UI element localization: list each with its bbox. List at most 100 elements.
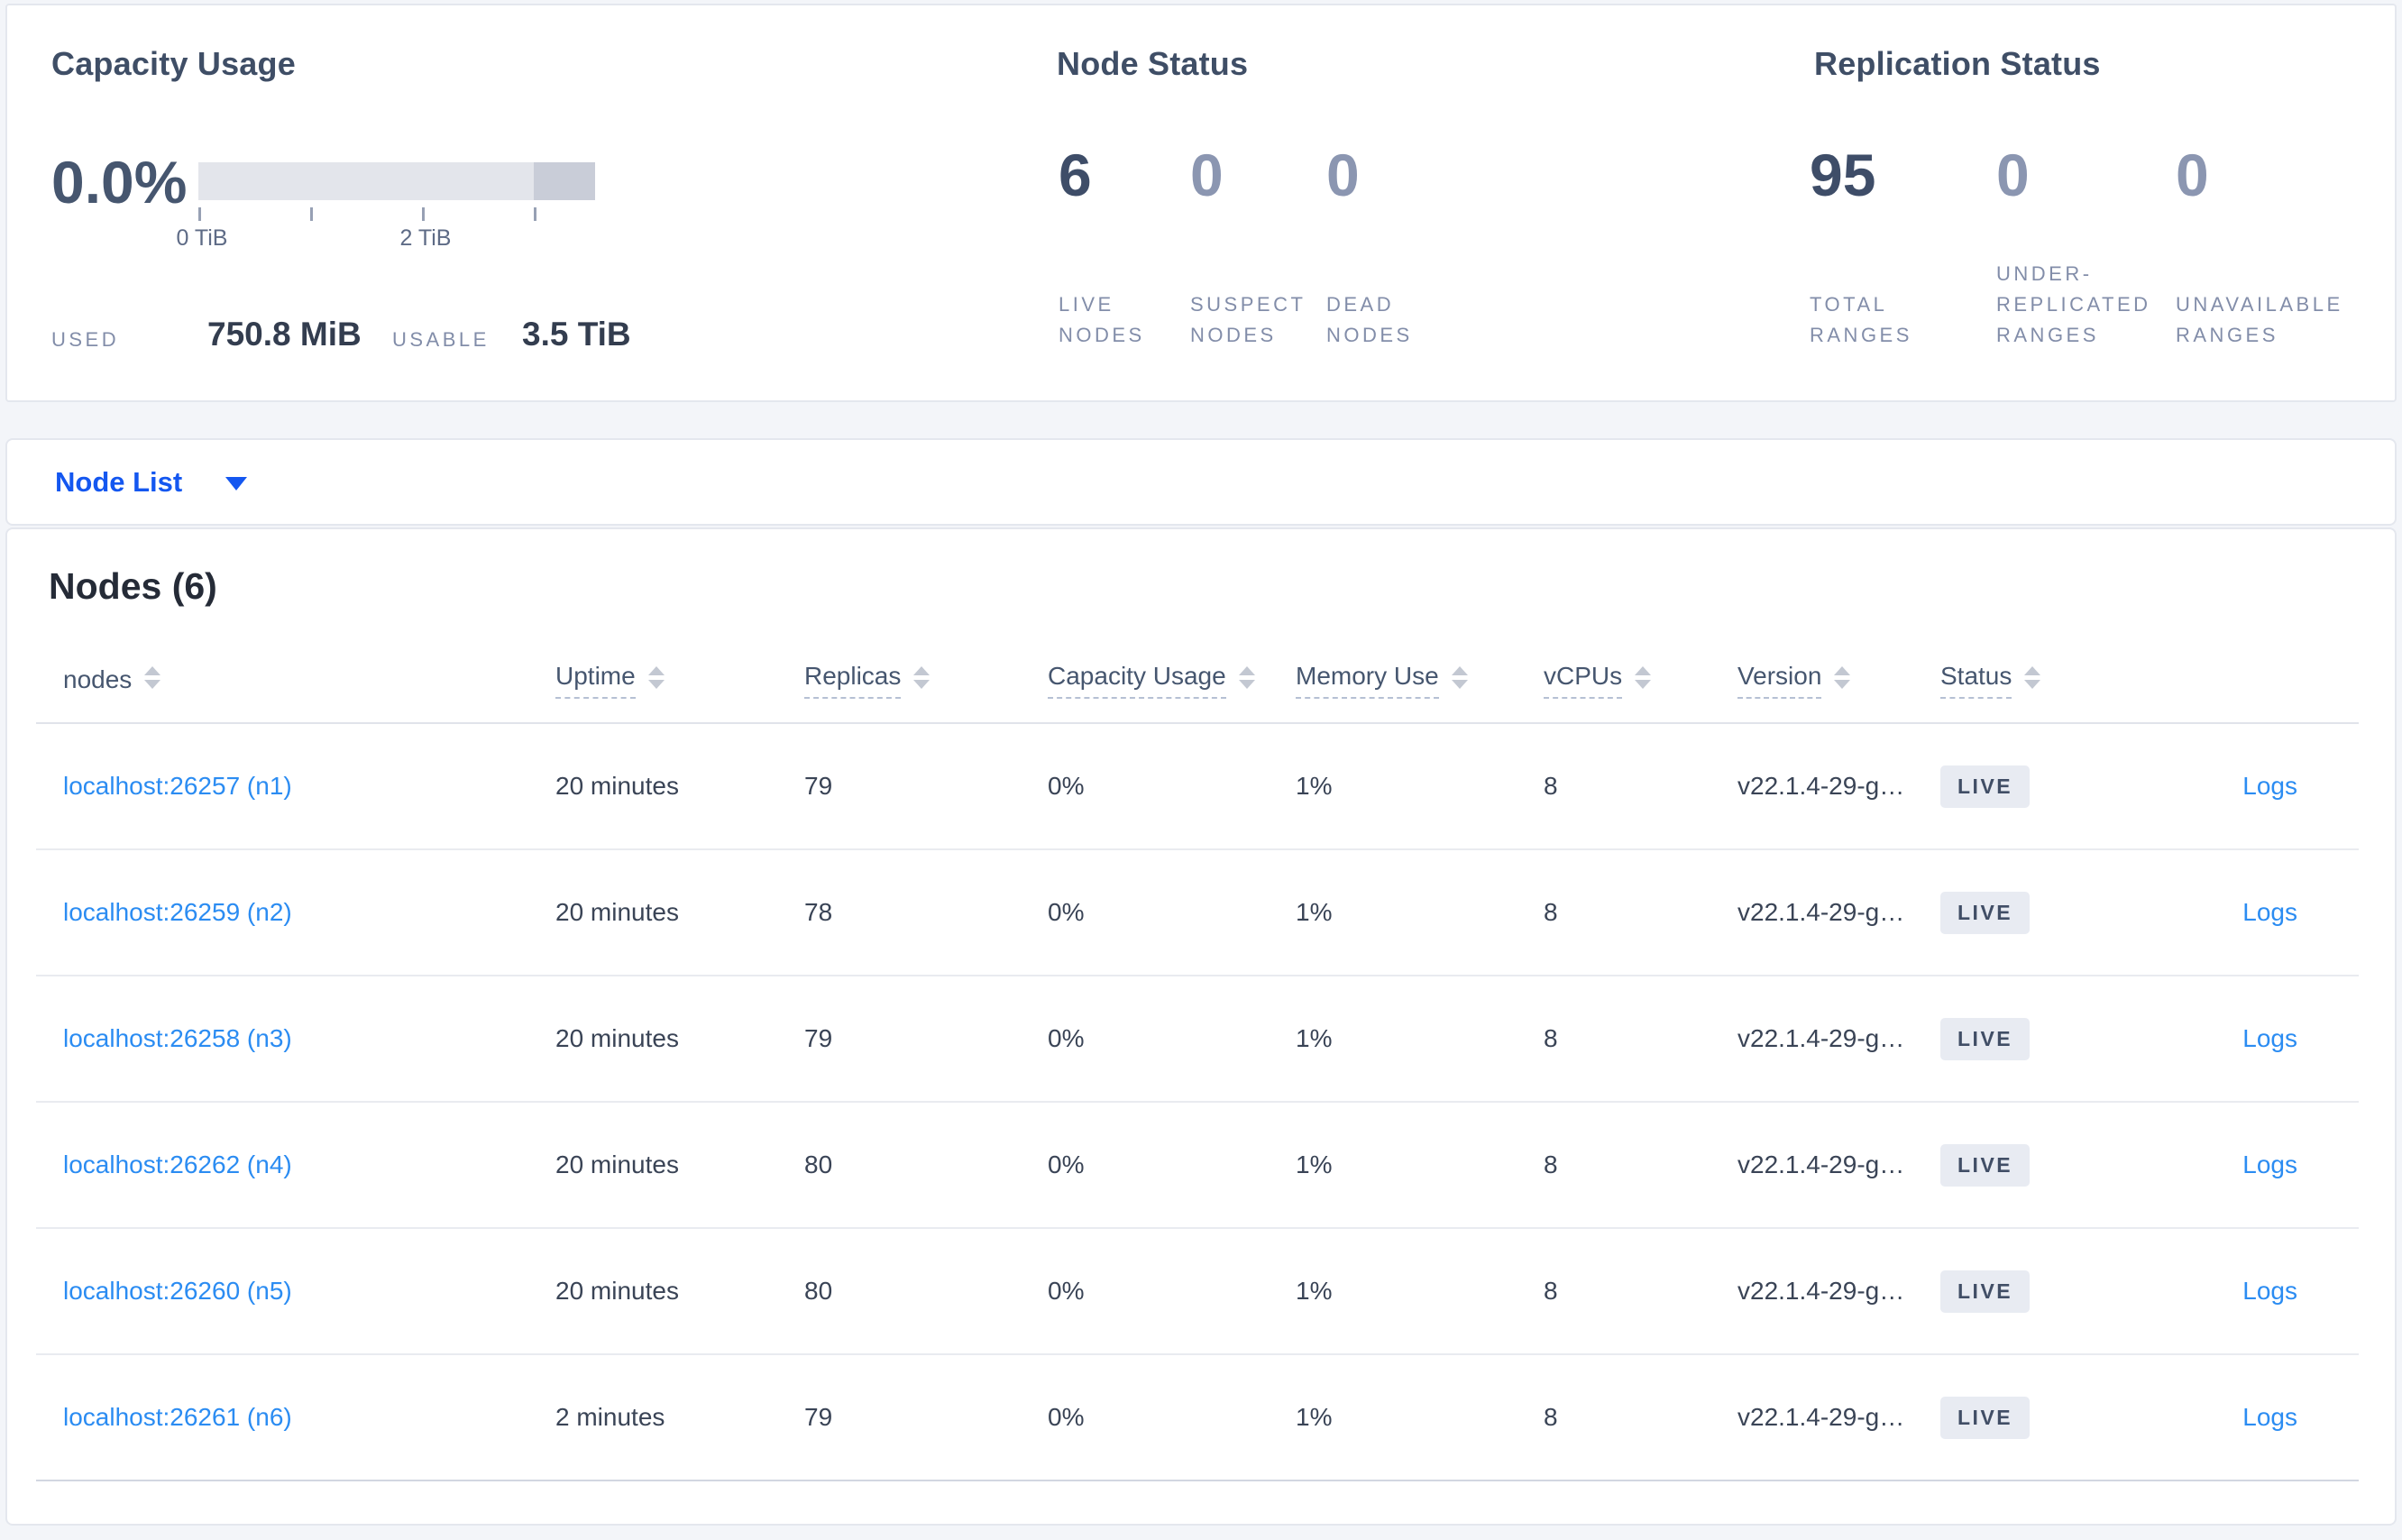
replicas-cell: 78: [804, 898, 833, 926]
capacity-cell: 0%: [1048, 772, 1085, 800]
replicas-cell: 79: [804, 1024, 833, 1052]
under-replicated-ranges-label: UNDER-REPLICATED RANGES: [1996, 262, 2151, 346]
caret-down-icon: [225, 477, 248, 490]
logs-link[interactable]: Logs: [2242, 1024, 2297, 1052]
capacity-cell: 0%: [1048, 1150, 1085, 1178]
status-badge: LIVE: [1940, 765, 2031, 808]
status-badge: LIVE: [1940, 1143, 2031, 1187]
node-status-title: Node Status: [1057, 45, 1249, 82]
memory-cell: 1%: [1296, 1403, 1333, 1431]
table-row: localhost:26259 (n2) 20 minutes 78 0% 1%…: [36, 850, 2359, 976]
used-label: USED: [51, 328, 120, 351]
vcpus-cell: 8: [1544, 772, 1558, 800]
node-link[interactable]: localhost:26262 (n4): [63, 1150, 292, 1178]
status-badge: LIVE: [1940, 1017, 2031, 1060]
node-link[interactable]: localhost:26257 (n1): [63, 772, 292, 800]
nodes-section-title: Nodes (6): [49, 565, 217, 607]
nodes-table-card: Nodes (6) nodes Uptime Replicas Capacity…: [5, 527, 2397, 1526]
vcpus-cell: 8: [1544, 1024, 1558, 1052]
sort-arrows-icon[interactable]: [1834, 665, 1851, 689]
memory-cell: 1%: [1296, 772, 1333, 800]
uptime-cell: 20 minutes: [555, 1150, 679, 1178]
unavailable-ranges-label: UNAVAILABLE RANGES: [2176, 293, 2343, 346]
table-row: localhost:26257 (n1) 20 minutes 79 0% 1%…: [36, 724, 2359, 850]
table-row: localhost:26260 (n5) 20 minutes 80 0% 1%…: [36, 1229, 2359, 1355]
capacity-usage-title: Capacity Usage: [51, 45, 296, 82]
capacity-cell: 0%: [1048, 1024, 1085, 1052]
replicas-cell: 79: [804, 1403, 833, 1431]
sort-arrows-icon[interactable]: [647, 665, 665, 689]
table-row: localhost:26258 (n3) 20 minutes 79 0% 1%…: [36, 976, 2359, 1103]
capacity-bar-usable-segment: [198, 162, 534, 200]
axis-tick: [198, 207, 201, 221]
suspect-nodes-label: SUSPECT NODES: [1190, 293, 1306, 346]
axis-tick: [534, 207, 536, 221]
uptime-cell: 20 minutes: [555, 898, 679, 926]
replicas-cell: 79: [804, 772, 833, 800]
sort-arrows-icon[interactable]: [913, 665, 931, 689]
sort-arrows-icon[interactable]: [1635, 665, 1652, 689]
sort-arrows-icon[interactable]: [144, 665, 161, 689]
usable-label: USABLE: [392, 328, 490, 351]
version-cell: v22.1.4-29-g…: [1737, 772, 1905, 800]
axis-tick-label: 2 TiB: [399, 225, 452, 251]
axis-tick-label: 0 TiB: [176, 225, 228, 251]
view-selector-bar: Node List: [5, 438, 2397, 526]
logs-link[interactable]: Logs: [2242, 772, 2297, 800]
memory-cell: 1%: [1296, 898, 1333, 926]
dead-nodes-label: DEAD NODES: [1326, 293, 1413, 346]
node-link[interactable]: localhost:26259 (n2): [63, 898, 292, 926]
vcpus-cell: 8: [1544, 898, 1558, 926]
usable-value: 3.5 TiB: [522, 316, 631, 353]
node-list-dropdown[interactable]: Node List: [55, 465, 248, 499]
capacity-cell: 0%: [1048, 1277, 1085, 1305]
column-header-uptime[interactable]: Uptime: [555, 662, 804, 699]
column-header-nodes[interactable]: nodes: [36, 665, 555, 694]
column-header-capacity-usage[interactable]: Capacity Usage: [1048, 662, 1296, 699]
capacity-usage-percent: 0.0%: [51, 149, 188, 215]
axis-tick: [310, 207, 313, 221]
sort-arrows-icon[interactable]: [1451, 665, 1468, 689]
table-header-row: nodes Uptime Replicas Capacity Usage Mem…: [36, 637, 2359, 724]
version-cell: v22.1.4-29-g…: [1737, 898, 1905, 926]
version-cell: v22.1.4-29-g…: [1737, 1024, 1905, 1052]
logs-link[interactable]: Logs: [2242, 898, 2297, 926]
uptime-cell: 2 minutes: [555, 1403, 665, 1431]
sort-arrows-icon[interactable]: [2024, 665, 2041, 689]
live-nodes-count: 6: [1059, 142, 1092, 208]
column-header-memory-use[interactable]: Memory Use: [1296, 662, 1544, 699]
table-row: localhost:26262 (n4) 20 minutes 80 0% 1%…: [36, 1103, 2359, 1229]
status-badge: LIVE: [1940, 1270, 2031, 1313]
column-header-replicas[interactable]: Replicas: [804, 662, 1048, 699]
node-link[interactable]: localhost:26261 (n6): [63, 1403, 292, 1431]
sort-arrows-icon[interactable]: [1238, 665, 1255, 689]
total-ranges-label: TOTAL RANGES: [1810, 293, 1912, 346]
node-link[interactable]: localhost:26258 (n3): [63, 1024, 292, 1052]
capacity-bar-reserved-segment: [534, 162, 595, 200]
cluster-summary-panel: Capacity Usage 0.0% 0 TiB 2 TiB USED 750…: [5, 4, 2397, 402]
node-link[interactable]: localhost:26260 (n5): [63, 1277, 292, 1305]
logs-link[interactable]: Logs: [2242, 1403, 2297, 1431]
uptime-cell: 20 minutes: [555, 1277, 679, 1305]
axis-tick: [422, 207, 425, 221]
logs-link[interactable]: Logs: [2242, 1277, 2297, 1305]
memory-cell: 1%: [1296, 1150, 1333, 1178]
memory-cell: 1%: [1296, 1024, 1333, 1052]
table-row: localhost:26261 (n6) 2 minutes 79 0% 1% …: [36, 1355, 2359, 1481]
logs-link[interactable]: Logs: [2242, 1150, 2297, 1178]
status-badge: LIVE: [1940, 1396, 2031, 1439]
memory-cell: 1%: [1296, 1277, 1333, 1305]
capacity-cell: 0%: [1048, 898, 1085, 926]
suspect-nodes-count: 0: [1190, 142, 1224, 208]
uptime-cell: 20 minutes: [555, 1024, 679, 1052]
live-nodes-label: LIVE NODES: [1059, 293, 1145, 346]
column-header-vcpus[interactable]: vCPUs: [1544, 662, 1737, 699]
column-header-status[interactable]: Status: [1940, 662, 2103, 699]
version-cell: v22.1.4-29-g…: [1737, 1150, 1905, 1178]
version-cell: v22.1.4-29-g…: [1737, 1277, 1905, 1305]
total-ranges-count: 95: [1810, 142, 1876, 208]
node-list-dropdown-label: Node List: [55, 465, 183, 498]
under-replicated-ranges-count: 0: [1996, 142, 2030, 208]
vcpus-cell: 8: [1544, 1277, 1558, 1305]
column-header-version[interactable]: Version: [1737, 662, 1940, 699]
